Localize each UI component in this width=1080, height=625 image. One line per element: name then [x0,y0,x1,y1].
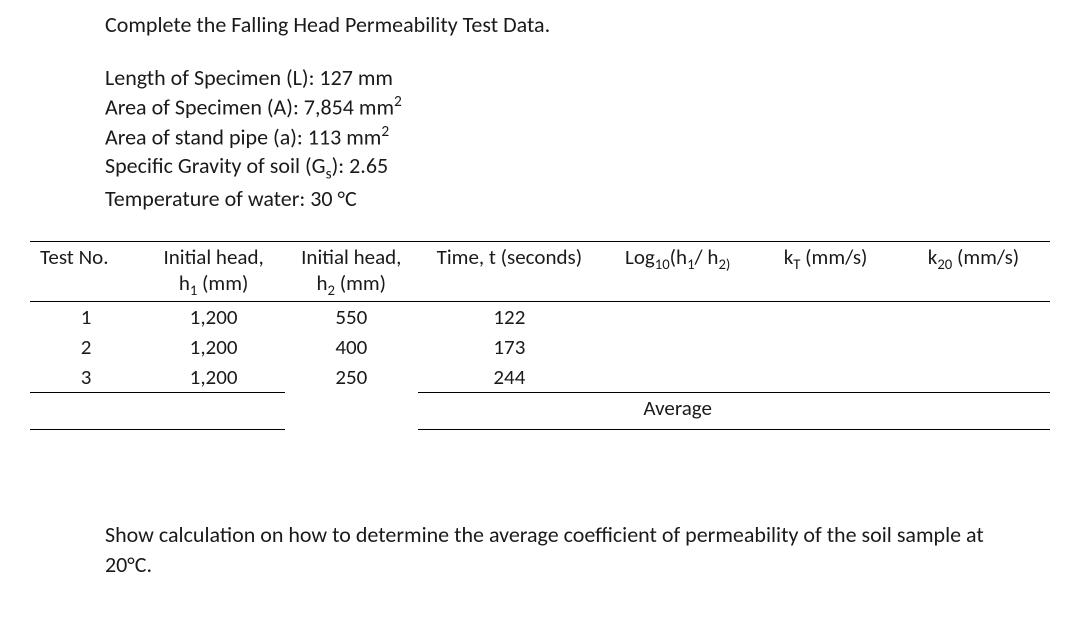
cell-h1: 1,200 [142,332,285,362]
col-log: Log10(h1/ h2) [601,242,754,302]
spec-temp: Temperature of water: 30 °C [105,185,1050,214]
table-body: 1 1,200 550 122 2 1,200 400 173 3 1,200 … [30,302,1050,430]
problem-title: Complete the Falling Head Permeability T… [105,10,1050,40]
cell-h1: 1,200 [142,362,285,393]
cell-h2: 250 [285,362,418,393]
col-k20: k20 (mm/s) [897,242,1050,302]
data-table: Test No. Initial head, h1 (mm) Initial h… [30,241,1050,430]
average-row: Average [30,393,1050,424]
spec-length: Length of Specimen (L): 127 mm [105,64,1050,93]
col-testno: Test No. [30,242,142,302]
table-row: 3 1,200 250 244 [30,362,1050,393]
table-row: 2 1,200 400 173 [30,332,1050,362]
col-kt: kT (mm/s) [754,242,897,302]
specs-block: Length of Specimen (L): 127 mm Area of S… [105,64,1050,213]
cell-h2: 400 [285,332,418,362]
spec-gravity: Specific Gravity of soil (Gs): 2.65 [105,152,1050,184]
spec-area-specimen: Area of Specimen (A): 7,854 mm2 [105,92,1050,122]
cell-h2: 550 [285,302,418,333]
page: Complete the Falling Head Permeability T… [0,0,1080,580]
header-row: Test No. Initial head, h1 (mm) Initial h… [30,242,1050,302]
col-time: Time, t (seconds) [418,242,602,302]
average-label: Average [601,393,754,424]
cell-h1: 1,200 [142,302,285,333]
footer-question: Show calculation on how to determine the… [105,520,1020,579]
bottom-rule [30,423,1050,430]
cell-n: 3 [30,362,142,393]
intro-block: Complete the Falling Head Permeability T… [105,10,1050,40]
table-row: 1 1,200 550 122 [30,302,1050,333]
col-h1: Initial head, h1 (mm) [142,242,285,302]
cell-t: 173 [418,332,602,362]
spec-area-standpipe: Area of stand pipe (a): 113 mm2 [105,122,1050,152]
cell-n: 1 [30,302,142,333]
cell-t: 244 [418,362,602,393]
cell-t: 122 [418,302,602,333]
cell-n: 2 [30,332,142,362]
col-h2: Initial head, h2 (mm) [285,242,418,302]
